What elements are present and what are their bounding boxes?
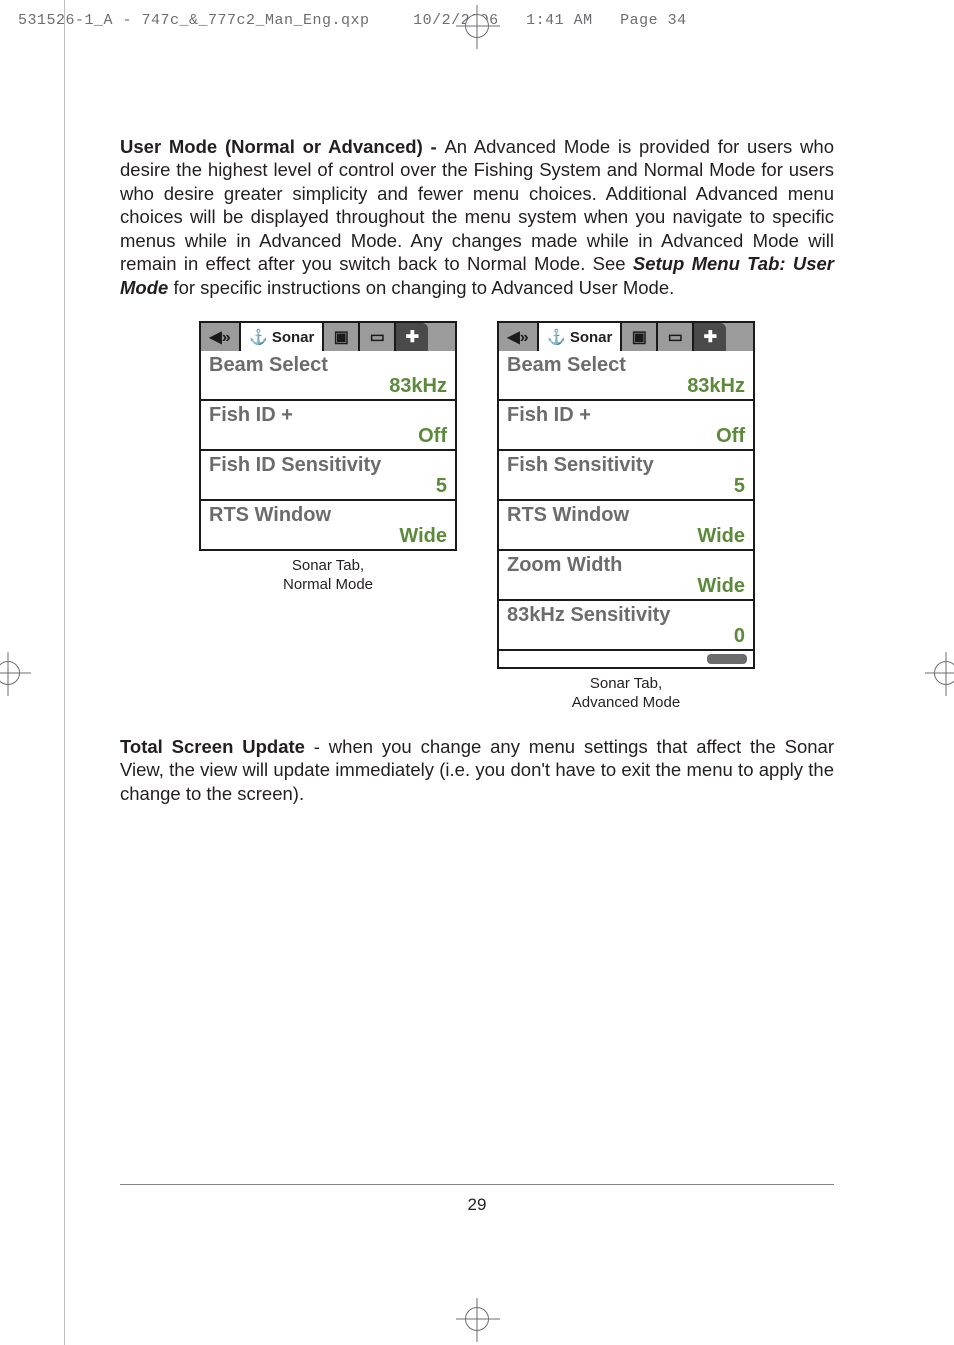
- menu-label: Fish ID Sensitivity: [209, 454, 447, 476]
- menu-item[interactable]: Fish ID Sensitivity 5: [199, 451, 457, 501]
- tab-sonar-label: ⚓ Sonar: [249, 328, 314, 346]
- scroll-knob: [707, 654, 747, 664]
- advanced-mode-device: ◀» ⚓ Sonar ▣ ▭ ✚ Beam Select 83kHz Fish …: [497, 321, 755, 669]
- para2-lead: Total Screen Update: [120, 736, 305, 757]
- wrench-icon: ✚: [406, 327, 419, 347]
- para1-lead: User Mode (Normal or Advanced) -: [120, 136, 444, 157]
- menu-label: Fish ID +: [209, 404, 447, 426]
- para1-body2: for specific instructions on changing to…: [168, 277, 674, 298]
- normal-mode-column: ◀» ⚓ Sonar ▣ ▭ ✚ Beam Select 83kHz Fish …: [199, 321, 457, 713]
- menu-label: RTS Window: [507, 504, 745, 526]
- caption-line1: Sonar Tab,: [292, 557, 364, 574]
- menu-value: 5: [507, 476, 745, 497]
- registration-mark-bottom: [465, 1307, 489, 1331]
- registration-mark-right: [934, 661, 954, 685]
- menu-label: 83kHz Sensitivity: [507, 604, 745, 626]
- menu-value: 0: [507, 626, 745, 647]
- menu-item[interactable]: Beam Select 83kHz: [497, 351, 755, 401]
- wrench-icon: ✚: [704, 327, 717, 347]
- tab-alarm-icon[interactable]: ◀»: [201, 323, 241, 351]
- trim-line: [64, 0, 65, 1345]
- menu-value: Wide: [507, 576, 745, 597]
- menu-item[interactable]: Fish ID + Off: [497, 401, 755, 451]
- menu-item[interactable]: RTS Window Wide: [199, 501, 457, 551]
- footer-rule: [120, 1184, 834, 1185]
- chart-icon: ▭: [370, 327, 385, 347]
- normal-caption: Sonar Tab, Normal Mode: [283, 557, 373, 595]
- menu-label: Beam Select: [507, 354, 745, 376]
- menu-label: RTS Window: [209, 504, 447, 526]
- tab-setup-icon[interactable]: ✚: [396, 323, 428, 351]
- speaker-icon: ◀»: [507, 327, 528, 347]
- menu-label: Fish Sensitivity: [507, 454, 745, 476]
- chart-icon: ▭: [668, 327, 683, 347]
- page-number: 29: [0, 1195, 954, 1215]
- menu-label: Beam Select: [209, 354, 447, 376]
- tab-alarm-icon[interactable]: ◀»: [499, 323, 539, 351]
- scroll-indicator[interactable]: [497, 651, 755, 669]
- header-page: Page 34: [620, 12, 687, 29]
- tab-sonar-label: ⚓ Sonar: [547, 328, 612, 346]
- menu-value: Wide: [209, 526, 447, 547]
- menu-value: 83kHz: [209, 376, 447, 397]
- menu-value: 5: [209, 476, 447, 497]
- flag-icon: ▣: [632, 327, 647, 347]
- tab-chart-icon[interactable]: ▭: [360, 323, 396, 351]
- caption-line1: Sonar Tab,: [590, 675, 662, 692]
- flag-icon: ▣: [334, 327, 349, 347]
- page-content: User Mode (Normal or Advanced) - An Adva…: [120, 135, 834, 827]
- registration-mark-top: [465, 14, 489, 38]
- tab-setup-icon[interactable]: ✚: [694, 323, 726, 351]
- menu-value: 83kHz: [507, 376, 745, 397]
- speaker-icon: ◀»: [209, 327, 230, 347]
- menu-item[interactable]: RTS Window Wide: [497, 501, 755, 551]
- menu-item[interactable]: Zoom Width Wide: [497, 551, 755, 601]
- menu-item[interactable]: Fish ID + Off: [199, 401, 457, 451]
- menu-value: Off: [507, 426, 745, 447]
- caption-line2: Advanced Mode: [572, 694, 680, 711]
- tab-sonar[interactable]: ⚓ Sonar: [539, 323, 622, 351]
- caption-line2: Normal Mode: [283, 576, 373, 593]
- screenshot-row: ◀» ⚓ Sonar ▣ ▭ ✚ Beam Select 83kHz Fish …: [120, 321, 834, 713]
- tab-nav-icon[interactable]: ▣: [622, 323, 658, 351]
- advanced-caption: Sonar Tab, Advanced Mode: [572, 675, 680, 713]
- header-filename: 531526-1_A - 747c_&_777c2_Man_Eng.qxp: [18, 12, 370, 29]
- tab-nav-icon[interactable]: ▣: [324, 323, 360, 351]
- normal-tabbar: ◀» ⚓ Sonar ▣ ▭ ✚: [199, 321, 457, 351]
- menu-item[interactable]: 83kHz Sensitivity 0: [497, 601, 755, 651]
- menu-label: Zoom Width: [507, 554, 745, 576]
- menu-item[interactable]: Fish Sensitivity 5: [497, 451, 755, 501]
- advanced-mode-column: ◀» ⚓ Sonar ▣ ▭ ✚ Beam Select 83kHz Fish …: [497, 321, 755, 713]
- tab-sonar[interactable]: ⚓ Sonar: [241, 323, 324, 351]
- header-time: 1:41 AM: [526, 12, 593, 29]
- tab-chart-icon[interactable]: ▭: [658, 323, 694, 351]
- menu-label: Fish ID +: [507, 404, 745, 426]
- menu-value: Off: [209, 426, 447, 447]
- paragraph-user-mode: User Mode (Normal or Advanced) - An Adva…: [120, 135, 834, 299]
- menu-item[interactable]: Beam Select 83kHz: [199, 351, 457, 401]
- advanced-tabbar: ◀» ⚓ Sonar ▣ ▭ ✚: [497, 321, 755, 351]
- registration-mark-left: [0, 661, 20, 685]
- paragraph-total-update: Total Screen Update - when you change an…: [120, 735, 834, 805]
- menu-value: Wide: [507, 526, 745, 547]
- normal-mode-device: ◀» ⚓ Sonar ▣ ▭ ✚ Beam Select 83kHz Fish …: [199, 321, 457, 551]
